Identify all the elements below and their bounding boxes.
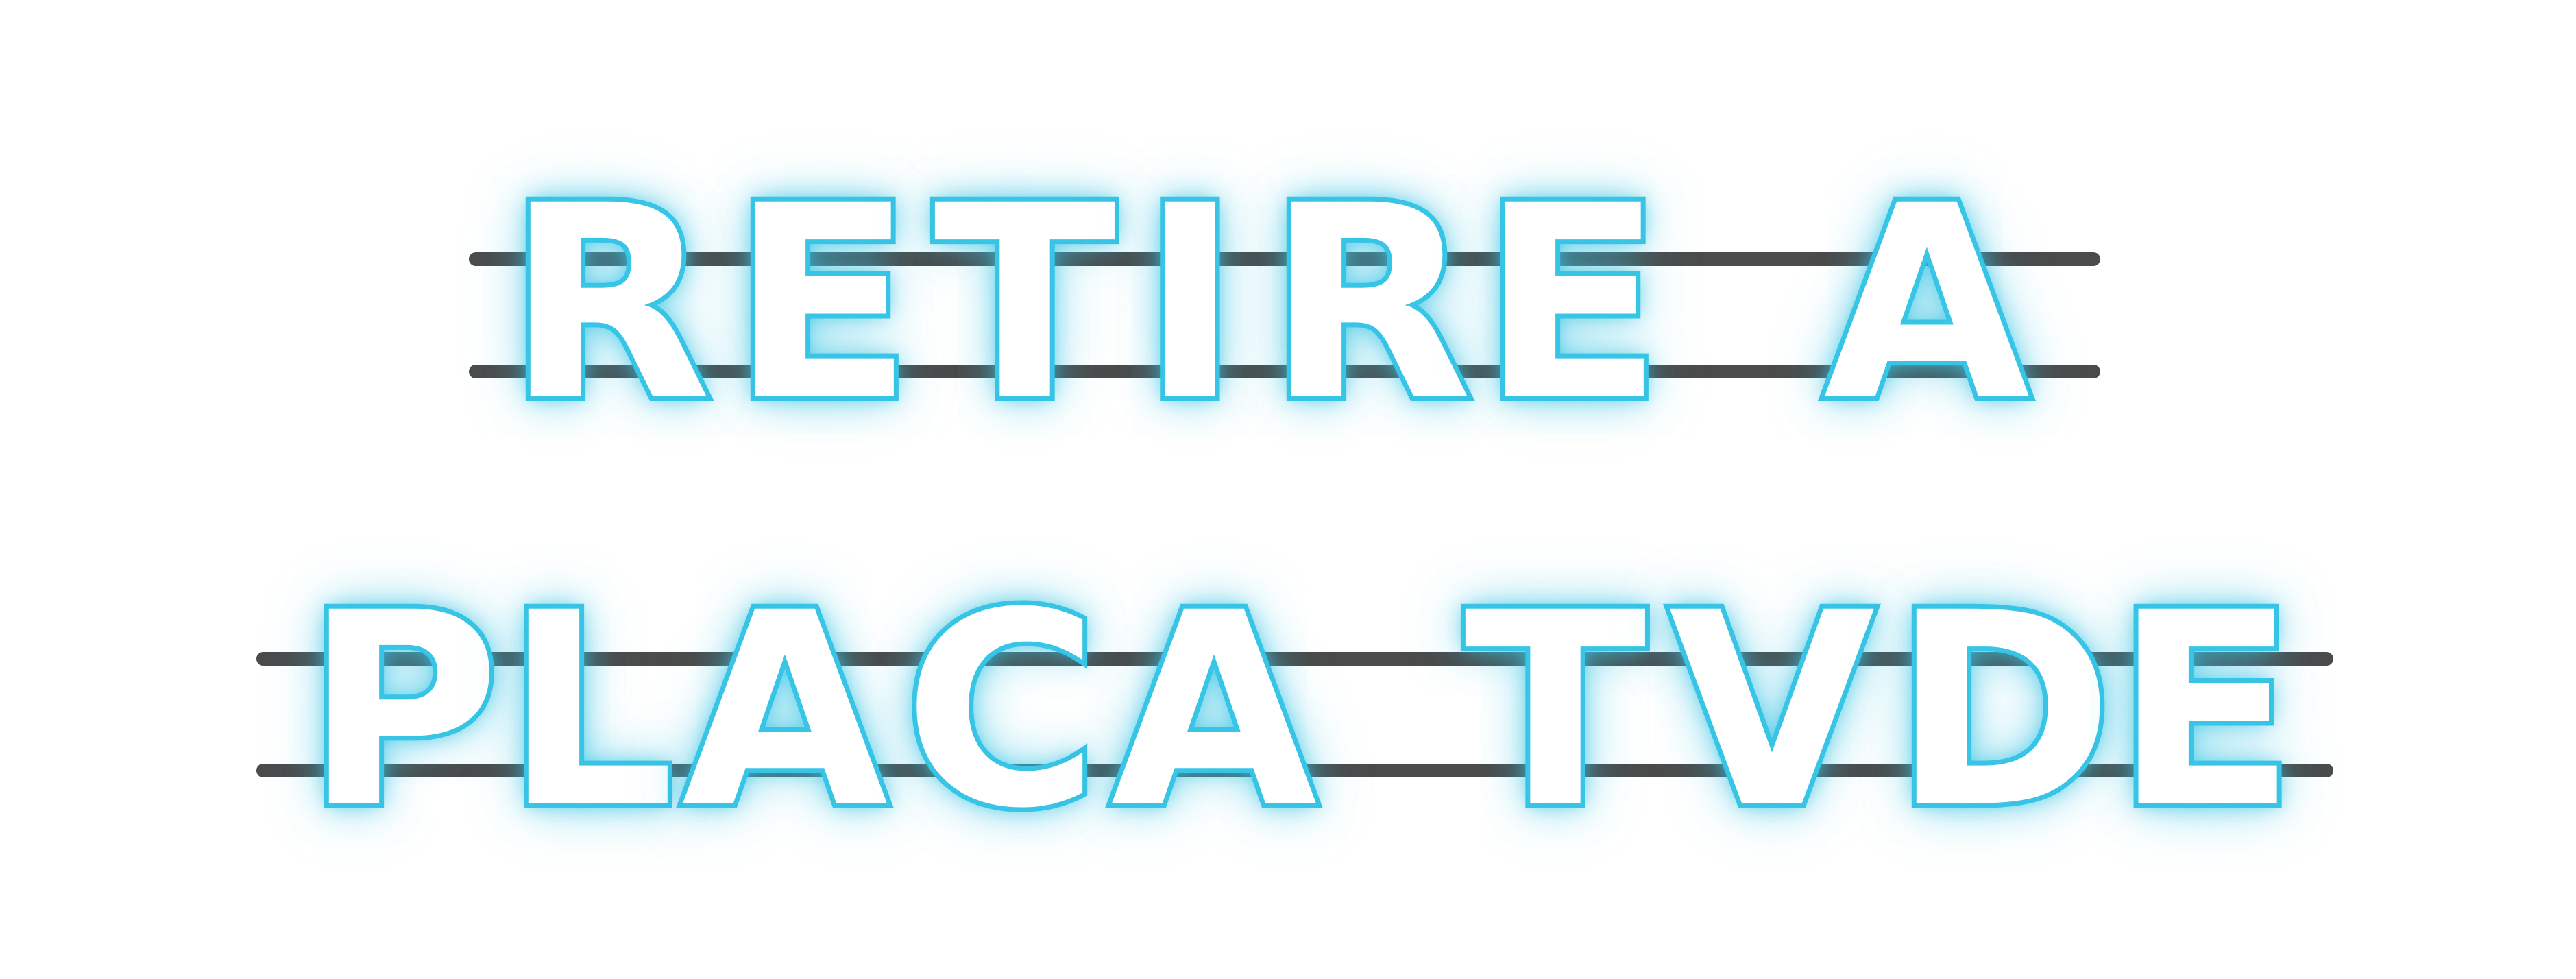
neon-letter: L <box>500 555 680 867</box>
neon-letter: A <box>677 555 893 867</box>
neon-letter: E <box>2109 555 2301 867</box>
neon-letter: R <box>501 148 716 459</box>
neon-letter: C <box>899 555 1104 867</box>
neon-letter: P <box>300 555 505 867</box>
neon-letter: R <box>1262 148 1477 459</box>
sign-line-1-rail-upper <box>469 252 2100 266</box>
neon-letter: E <box>726 148 918 459</box>
sign-line-2-rail-lower <box>256 764 2333 777</box>
neon-letter: D <box>1887 555 2119 867</box>
neon-letter: I <box>1135 148 1244 459</box>
neon-letter: E <box>1476 148 1668 459</box>
sign-line-1-rail-lower <box>469 365 2100 378</box>
neon-letter: T <box>1459 555 1651 867</box>
neon-letter: V <box>1664 555 1880 867</box>
neon-letter: A <box>1106 555 1322 867</box>
neon-letter: T <box>929 148 1121 459</box>
sign-line-2-rail-upper <box>256 652 2333 666</box>
neon-letter: A <box>1819 148 2035 459</box>
